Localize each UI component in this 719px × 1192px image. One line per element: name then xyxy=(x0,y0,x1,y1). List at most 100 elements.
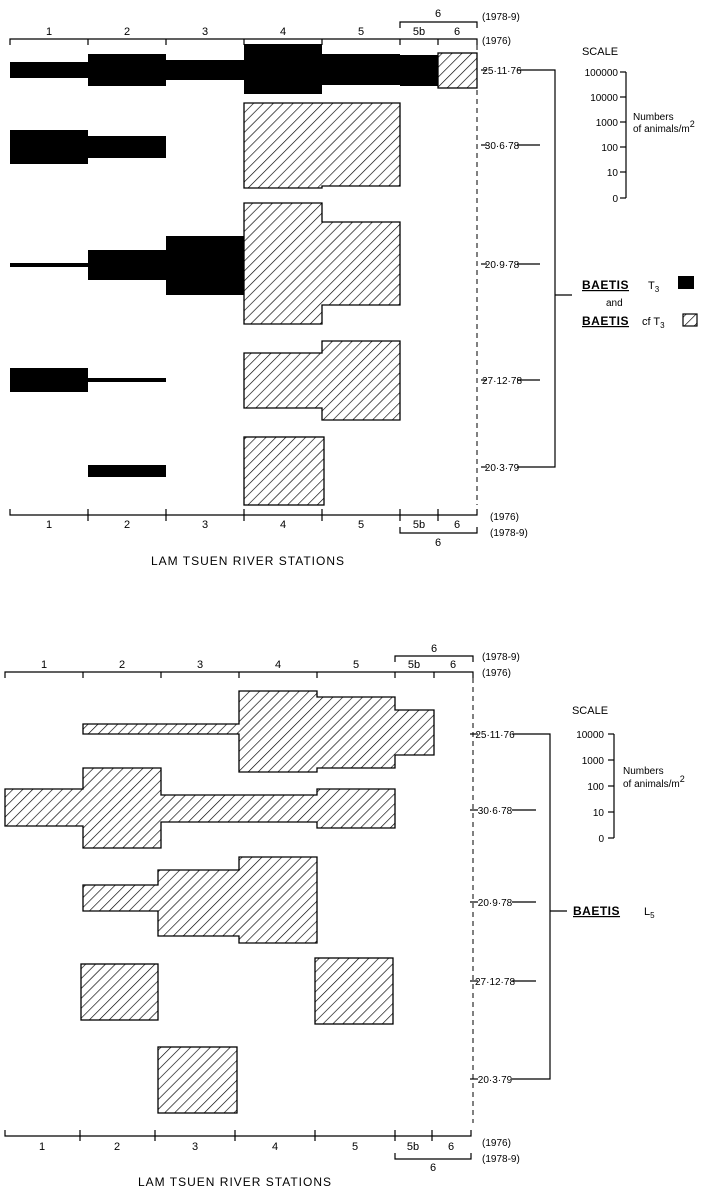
station-label-bottom-merged-6: 6 xyxy=(430,1162,436,1174)
abundance-bar-hatched-30-6-78 xyxy=(243,102,401,189)
scale-tick-10000: 10000 xyxy=(576,730,604,741)
station-label-bottom-6: 6 xyxy=(448,1141,454,1153)
scale-tick-100: 100 xyxy=(587,782,604,793)
top-station-scale xyxy=(4,655,474,678)
x-axis-title: LAM TSUEN RIVER STATIONS xyxy=(138,1175,332,1189)
date-label-1: 25·11·76 xyxy=(475,730,515,741)
year-label-1976-top: (1976) xyxy=(482,36,511,47)
legend-and: and xyxy=(606,298,623,309)
year-label-1978-bottom: (1978-9) xyxy=(482,1154,520,1165)
abundance-bar-solid-30-6-78 xyxy=(10,130,166,164)
scale-tick-1000: 1000 xyxy=(582,756,605,767)
station-label-bottom-5: 5 xyxy=(358,519,364,531)
date-axis xyxy=(470,733,536,1080)
abundance-bar-solid-27-12-78 xyxy=(10,368,166,392)
year-label-1978-top: (1978-9) xyxy=(482,12,520,23)
date-label-2: 30·6·78 xyxy=(485,141,520,152)
x-axis-title: LAM TSUEN RIVER STATIONS xyxy=(151,554,345,568)
abundance-bar-hatched-27-12-78-station-5 xyxy=(314,957,394,1025)
solid-swatch-icon xyxy=(678,276,694,289)
scale-tick-10: 10 xyxy=(593,808,605,819)
station-label-top-2: 2 xyxy=(124,26,130,38)
abundance-bar-hatched-25-11-76 xyxy=(437,52,478,89)
scale-tick-100: 100 xyxy=(601,143,618,154)
abundance-bar-hatched-20-3-79 xyxy=(243,436,325,506)
abundance-scale: SCALE 100000 10000 1000 100 10 0 Numbers… xyxy=(582,46,695,205)
station-label-bottom-5: 5 xyxy=(352,1141,358,1153)
abundance-bar-hatched-20-9-78 xyxy=(243,202,401,325)
abundance-bar-solid-25-11-76 xyxy=(10,44,438,94)
station-label-top-5: 5 xyxy=(358,26,364,38)
station-label-top-4: 4 xyxy=(275,659,281,671)
abundance-bar-hatched-20-3-79 xyxy=(157,1046,238,1114)
date-axis xyxy=(481,69,540,468)
station-label-top-5: 5 xyxy=(353,659,359,671)
station-label-top-5b: 5b xyxy=(408,659,420,671)
station-label-bottom-5b: 5b xyxy=(407,1141,419,1153)
station-label-bottom-1: 1 xyxy=(46,519,52,531)
abundance-bar-solid-20-9-78 xyxy=(10,236,248,295)
legend-suffix-1: L5 xyxy=(644,906,655,920)
abundance-bar-hatched-25-11-76 xyxy=(82,690,435,773)
scale-label-numbers: Numbers xyxy=(623,766,664,777)
scale-title: SCALE xyxy=(572,705,608,717)
scale-label-units: of animals/m2 xyxy=(623,774,685,790)
station-label-top-4: 4 xyxy=(280,26,286,38)
abundance-bar-hatched-27-12-78 xyxy=(243,340,401,421)
station-label-bottom-6: 6 xyxy=(454,519,460,531)
legend: BAETIS L5 xyxy=(573,904,655,920)
station-label-top-1: 1 xyxy=(46,26,52,38)
station-label-bottom-4: 4 xyxy=(280,519,286,531)
station-label-top-3: 3 xyxy=(202,26,208,38)
date-label-5: 20·3·79 xyxy=(485,463,520,474)
date-label-1: 25·11·76 xyxy=(482,66,522,77)
station-label-bottom-2: 2 xyxy=(114,1141,120,1153)
legend: BAETIS T3 and BAETIS cf T3 xyxy=(582,276,698,330)
station-label-top-1: 1 xyxy=(41,659,47,671)
station-label-bottom-5b: 5b xyxy=(413,519,425,531)
date-label-2: 30·6·78 xyxy=(478,806,513,817)
scale-tick-0: 0 xyxy=(598,834,604,845)
legend-suffix-2: cf T3 xyxy=(642,316,665,330)
station-label-top-5b: 5b xyxy=(413,26,425,38)
station-label-bottom-4: 4 xyxy=(272,1141,278,1153)
hatched-swatch-icon xyxy=(682,313,698,327)
bottom-station-scale xyxy=(4,1130,472,1160)
date-label-4: 27·12·78 xyxy=(475,977,515,988)
station-label-bottom-3: 3 xyxy=(192,1141,198,1153)
date-label-5: 20·3·79 xyxy=(478,1075,513,1086)
date-label-4: 27·12·78 xyxy=(482,376,522,387)
scale-tick-100000: 100000 xyxy=(585,68,619,79)
date-label-3: 20·9·78 xyxy=(485,260,520,271)
date-group-bracket xyxy=(540,69,556,468)
year-label-1978-top: (1978-9) xyxy=(482,652,520,663)
station-label-top-merged-6: 6 xyxy=(431,643,437,655)
scale-tick-0: 0 xyxy=(612,194,618,205)
abundance-bar-hatched-20-9-78 xyxy=(82,856,318,944)
station-label-top-6: 6 xyxy=(454,26,460,38)
scale-label-units: of animals/m2 xyxy=(633,119,695,135)
year-label-1976-bottom: (1976) xyxy=(482,1138,511,1149)
scale-tick-10000: 10000 xyxy=(590,93,618,104)
legend-species-2: BAETIS xyxy=(582,314,629,328)
year-label-1978-bottom: (1978-9) xyxy=(490,528,528,539)
abundance-bar-hatched-30-6-78 xyxy=(4,767,396,849)
scale-tick-1000: 1000 xyxy=(596,118,619,129)
year-label-1976-bottom: (1976) xyxy=(490,512,519,523)
legend-species-1: BAETIS xyxy=(582,278,629,292)
year-label-1976-top: (1976) xyxy=(482,668,511,679)
station-label-top-3: 3 xyxy=(197,659,203,671)
station-label-top-merged-6: 6 xyxy=(435,8,441,20)
abundance-scale: SCALE 10000 1000 100 10 0 Numbers of ani… xyxy=(572,705,685,845)
bottom-station-scale xyxy=(9,509,478,534)
station-label-bottom-2: 2 xyxy=(124,519,130,531)
scale-label-numbers: Numbers xyxy=(633,112,674,123)
station-label-top-2: 2 xyxy=(119,659,125,671)
scale-tick-10: 10 xyxy=(607,168,619,179)
legend-suffix-1: T3 xyxy=(648,280,660,294)
date-label-3: 20·9·78 xyxy=(478,898,513,909)
date-group-bracket xyxy=(536,733,551,1080)
abundance-bar-solid-20-3-79 xyxy=(88,465,166,477)
scale-title: SCALE xyxy=(582,46,618,58)
